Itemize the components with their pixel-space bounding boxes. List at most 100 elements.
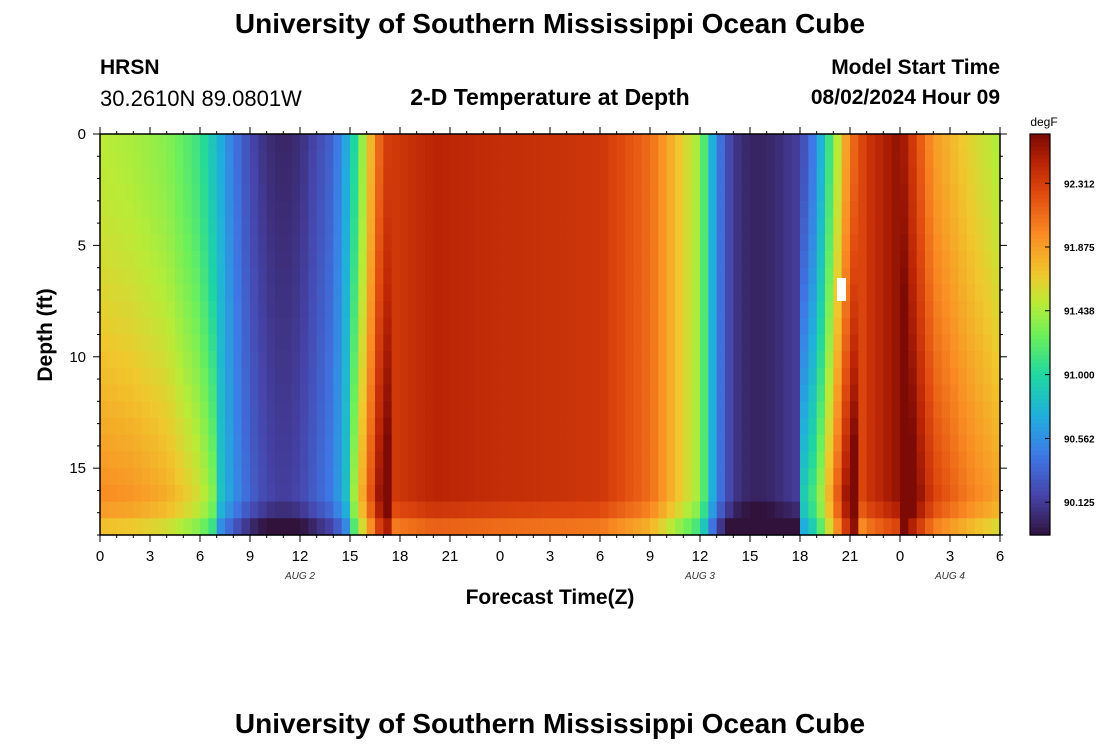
heatmap-cell bbox=[316, 134, 326, 152]
heatmap-cell bbox=[183, 217, 193, 235]
heatmap-cell bbox=[291, 317, 301, 336]
heatmap-cell bbox=[716, 418, 726, 436]
heatmap-cell bbox=[941, 334, 951, 352]
heatmap-cell bbox=[850, 250, 859, 269]
heatmap-cell bbox=[666, 351, 676, 369]
heatmap-cell bbox=[225, 501, 234, 519]
heatmap-cell bbox=[350, 250, 359, 269]
heatmap-cell bbox=[341, 384, 351, 402]
heatmap-cell bbox=[208, 401, 218, 419]
heatmap-cell bbox=[100, 367, 109, 386]
heatmap-cell bbox=[941, 234, 951, 252]
heatmap-cell bbox=[466, 501, 476, 519]
heatmap-cell bbox=[116, 217, 126, 235]
heatmap-cell bbox=[125, 317, 134, 336]
heatmap-cell bbox=[850, 501, 859, 519]
heatmap-cell bbox=[816, 418, 826, 436]
heatmap-cell bbox=[641, 284, 651, 302]
heatmap-cell bbox=[750, 200, 759, 219]
heatmap-cell bbox=[716, 234, 726, 252]
heatmap-cell bbox=[158, 351, 168, 369]
heatmap-cell bbox=[833, 250, 843, 269]
heatmap-cell bbox=[625, 484, 634, 503]
heatmap-cell bbox=[758, 468, 768, 486]
heatmap-cell bbox=[275, 434, 284, 453]
heatmap-cell bbox=[250, 401, 259, 419]
heatmap-cell bbox=[475, 468, 484, 486]
heatmap-cell bbox=[800, 150, 809, 169]
heatmap-cell bbox=[933, 184, 943, 202]
heatmap-cell bbox=[566, 167, 576, 185]
heatmap-cell bbox=[408, 484, 418, 503]
heatmap-cell bbox=[808, 234, 818, 252]
heatmap-cell bbox=[925, 250, 934, 269]
heatmap-cell bbox=[533, 217, 543, 235]
heatmap-cell bbox=[783, 200, 793, 219]
heatmap-cell bbox=[700, 367, 709, 386]
heatmap-cell bbox=[750, 217, 759, 235]
heatmap-cell bbox=[500, 334, 509, 352]
heatmap-cell bbox=[516, 434, 526, 453]
heatmap-cell bbox=[233, 484, 243, 503]
heatmap-cell bbox=[141, 518, 151, 536]
heatmap-cell bbox=[600, 468, 609, 486]
heatmap-cell bbox=[175, 501, 184, 519]
heatmap-cell bbox=[250, 134, 259, 152]
heatmap-cell bbox=[833, 150, 843, 169]
heatmap-cell bbox=[808, 351, 818, 369]
heatmap-cell bbox=[841, 518, 851, 536]
heatmap-cell bbox=[175, 167, 184, 185]
heatmap-cell bbox=[841, 418, 851, 436]
heatmap-cell bbox=[158, 234, 168, 252]
heatmap-cell bbox=[541, 418, 551, 436]
heatmap-cell bbox=[383, 418, 393, 436]
heatmap-cell bbox=[433, 418, 443, 436]
heatmap-cell bbox=[875, 317, 884, 336]
heatmap-cell bbox=[541, 301, 551, 319]
heatmap-cell bbox=[875, 301, 884, 319]
heatmap-cell bbox=[500, 518, 509, 536]
heatmap-cell bbox=[250, 501, 259, 519]
heatmap-cell bbox=[325, 184, 334, 202]
colorbar-swatch bbox=[1030, 314, 1050, 320]
heatmap-cell bbox=[908, 234, 918, 252]
heatmap-cell bbox=[266, 518, 276, 536]
heatmap-cell bbox=[858, 284, 868, 302]
x-tick-label: 6 bbox=[196, 548, 204, 565]
heatmap-cell bbox=[441, 134, 451, 152]
colorbar-swatch bbox=[1030, 318, 1050, 324]
heatmap-cell bbox=[150, 200, 159, 219]
heatmap-cell bbox=[133, 184, 143, 202]
heatmap-cell bbox=[100, 484, 109, 503]
heatmap-cell bbox=[900, 167, 909, 185]
heatmap-cell bbox=[566, 518, 576, 536]
heatmap-cell bbox=[900, 134, 909, 152]
heatmap-cell bbox=[266, 284, 276, 302]
heatmap-cell bbox=[375, 351, 384, 369]
heatmap-cell bbox=[950, 434, 959, 453]
heatmap-cell bbox=[525, 134, 534, 152]
heatmap-cell bbox=[958, 501, 968, 519]
heatmap-cell bbox=[116, 250, 126, 269]
heatmap-cells bbox=[100, 134, 1001, 536]
heatmap-cell bbox=[908, 334, 918, 352]
colorbar-swatch bbox=[1030, 186, 1050, 191]
heatmap-cell bbox=[725, 484, 734, 503]
colorbar-swatch bbox=[1030, 426, 1050, 432]
heatmap-cell bbox=[725, 184, 734, 202]
heatmap-cell bbox=[191, 167, 201, 185]
heatmap-cell bbox=[341, 418, 351, 436]
heatmap-cell bbox=[916, 134, 926, 152]
heatmap-cell bbox=[691, 418, 701, 436]
heatmap-cell bbox=[991, 150, 1001, 169]
heatmap-cell bbox=[666, 234, 676, 252]
heatmap-cell bbox=[291, 434, 301, 453]
heatmap-cell bbox=[916, 317, 926, 336]
heatmap-cell bbox=[400, 367, 409, 386]
colorbar-swatch bbox=[1030, 414, 1050, 420]
heatmap-cell bbox=[700, 234, 709, 252]
heatmap-cell bbox=[816, 401, 826, 419]
heatmap-cell bbox=[475, 367, 484, 386]
heatmap-cell bbox=[525, 284, 534, 302]
heatmap-cell bbox=[808, 468, 818, 486]
